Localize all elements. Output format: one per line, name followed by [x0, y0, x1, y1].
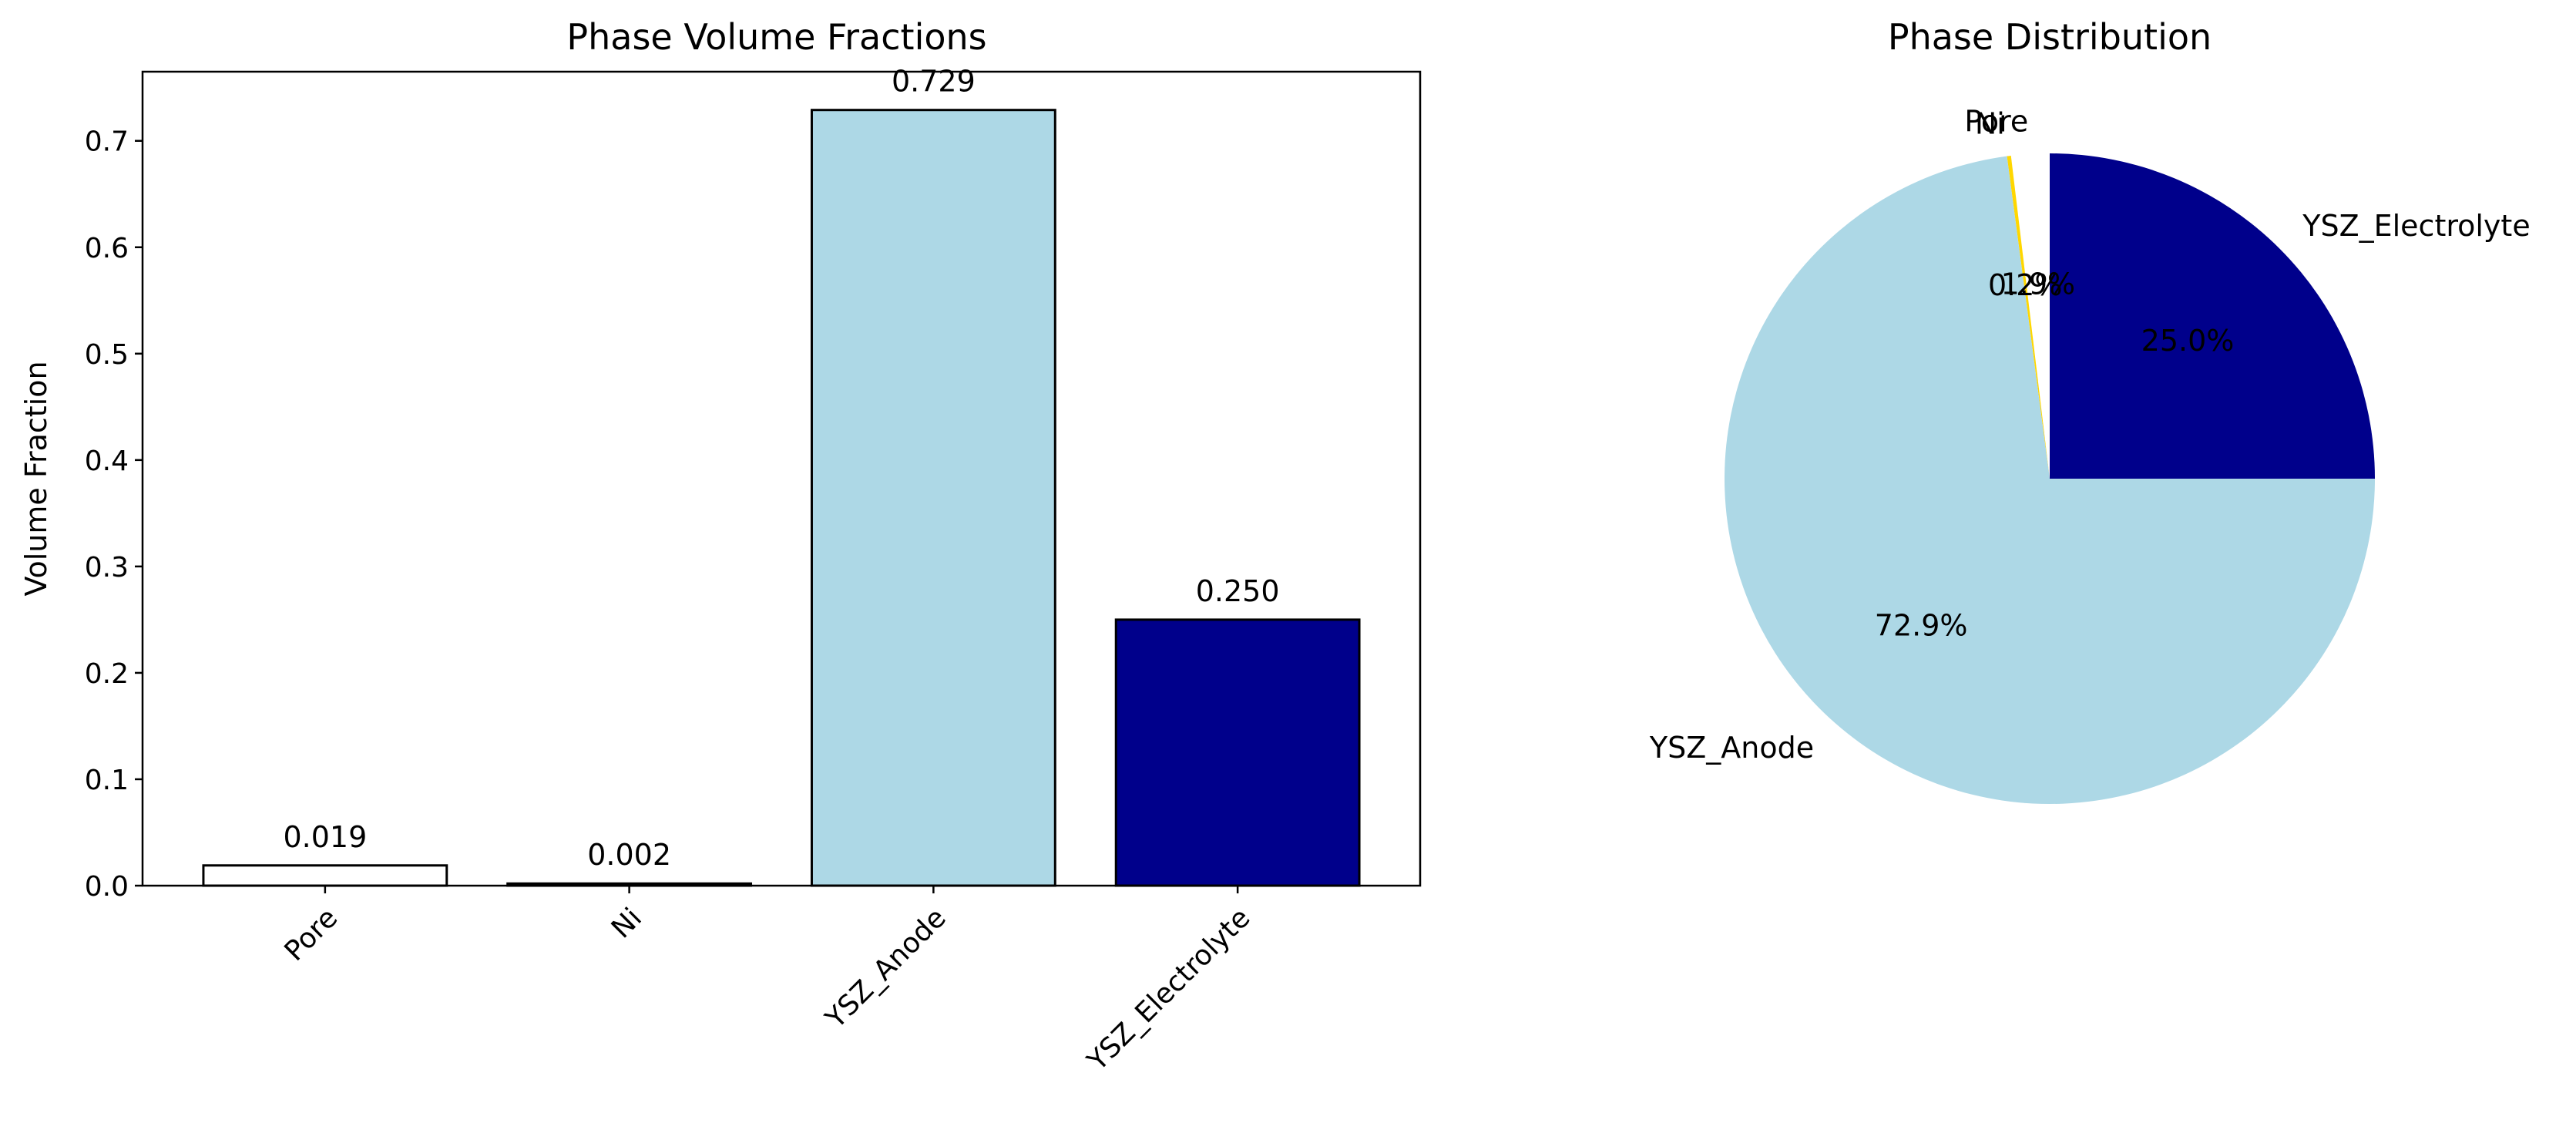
pie-percent-label: 0.2%	[1988, 268, 2063, 302]
pie-label: YSZ_Electrolyte	[2302, 209, 2530, 243]
bar-chart-title: Phase Volume Fractions	[566, 16, 986, 58]
plot-frame	[141, 70, 1422, 887]
pie-label: Ni	[1975, 106, 2005, 140]
pie-percent-label: 1.9%	[2001, 267, 2076, 301]
y-tick-label: 0.3	[85, 552, 129, 583]
pie-percent-label: 72.9%	[1875, 608, 1968, 642]
bar-value-label: 0.250	[1196, 574, 1280, 608]
y-tick-label: 0.0	[85, 871, 129, 903]
y-tick-label: 0.1	[85, 765, 129, 796]
pie-label: YSZ_Anode	[1649, 731, 1814, 765]
bar-value-label: 0.729	[892, 65, 976, 99]
bar-value-label: 0.019	[283, 820, 367, 854]
bar-value-labels: 0.019 0.002 0.729 0.250	[283, 65, 1279, 873]
y-tick-label: 0.7	[85, 126, 129, 158]
y-tick-label: 0.6	[85, 233, 129, 264]
pie-slice-ysz-electrolyte	[2050, 153, 2375, 479]
pie-label: Pore	[1964, 105, 2028, 139]
pie-slice-pore	[2010, 153, 2050, 479]
bar-ysz-anode	[810, 109, 1056, 887]
y-axis-ticks: 0.0 0.1 0.2 0.3 0.4 0.5 0.6 0.7	[85, 126, 143, 903]
bars	[202, 109, 1361, 887]
bar-pore	[202, 864, 448, 887]
pie-slice-ni	[2007, 156, 2050, 479]
pie-percent-label: 25.0%	[2141, 324, 2235, 358]
bar-value-label: 0.002	[587, 838, 671, 872]
bar-ysz-electrolyte	[1114, 618, 1361, 887]
y-axis-label: Volume Fraction	[19, 361, 53, 596]
pie-percent-labels: 1.9%0.2% 72.9% 25.0%	[1875, 267, 2235, 642]
y-tick-label: 0.4	[85, 446, 129, 477]
pie-chart-title: Phase Distribution	[1888, 16, 2212, 58]
bar-chart: Phase Volume Fractions 0.00.10.20.30.40.…	[19, 16, 1422, 1078]
pie-slices	[1725, 153, 2375, 804]
y-tick-label: 0.5	[85, 339, 129, 371]
pie-slice-ysz-anode	[1725, 156, 2375, 804]
y-tick-label: 0.2	[85, 658, 129, 690]
